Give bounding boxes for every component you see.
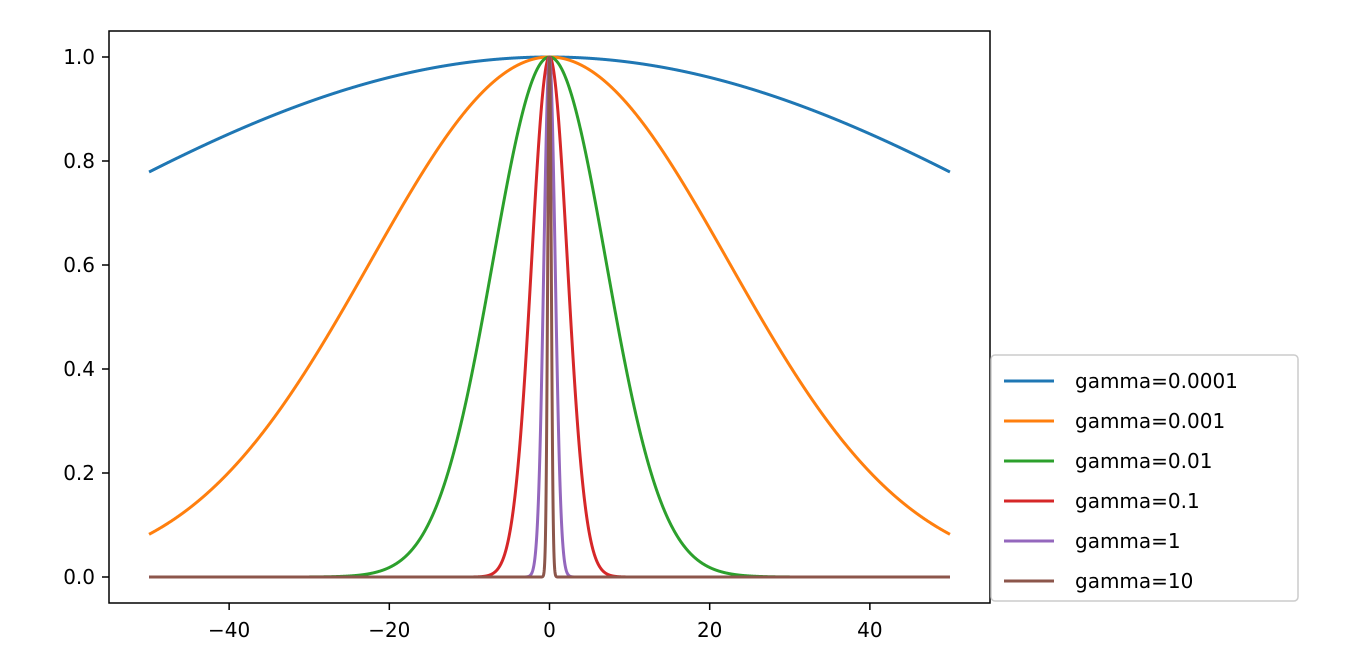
x-tick-label: 40 xyxy=(857,618,882,642)
legend-label: gamma=0.01 xyxy=(1075,449,1212,473)
x-tick-label: −20 xyxy=(368,618,410,642)
legend-label: gamma=0.001 xyxy=(1075,409,1225,433)
legend-label: gamma=10 xyxy=(1075,569,1193,593)
y-tick-label: 0.2 xyxy=(63,461,95,485)
legend-label: gamma=0.0001 xyxy=(1075,369,1238,393)
plot-area xyxy=(108,30,991,604)
x-tick-label: 0 xyxy=(543,618,556,642)
x-tick-label: 20 xyxy=(697,618,722,642)
y-axis: 0.0 0.2 0.4 0.6 0.8 1.0 xyxy=(63,45,109,589)
series-lines xyxy=(147,55,952,579)
legend-box xyxy=(990,354,1299,602)
y-tick-label: 0.0 xyxy=(63,565,95,589)
series-line-5 xyxy=(147,55,952,579)
legend-label: gamma=0.1 xyxy=(1075,489,1200,513)
y-tick-label: 0.4 xyxy=(63,357,95,381)
y-tick-label: 1.0 xyxy=(63,45,95,69)
x-tick-label: −40 xyxy=(208,618,250,642)
legend-label: gamma=1 xyxy=(1075,529,1181,553)
x-axis: −40 −20 0 20 40 xyxy=(208,603,883,642)
y-tick-label: 0.6 xyxy=(63,253,95,277)
y-tick-label: 0.8 xyxy=(63,149,95,173)
legend: gamma=0.0001 gamma=0.001 gamma=0.01 gamma=0… xyxy=(990,354,1299,602)
